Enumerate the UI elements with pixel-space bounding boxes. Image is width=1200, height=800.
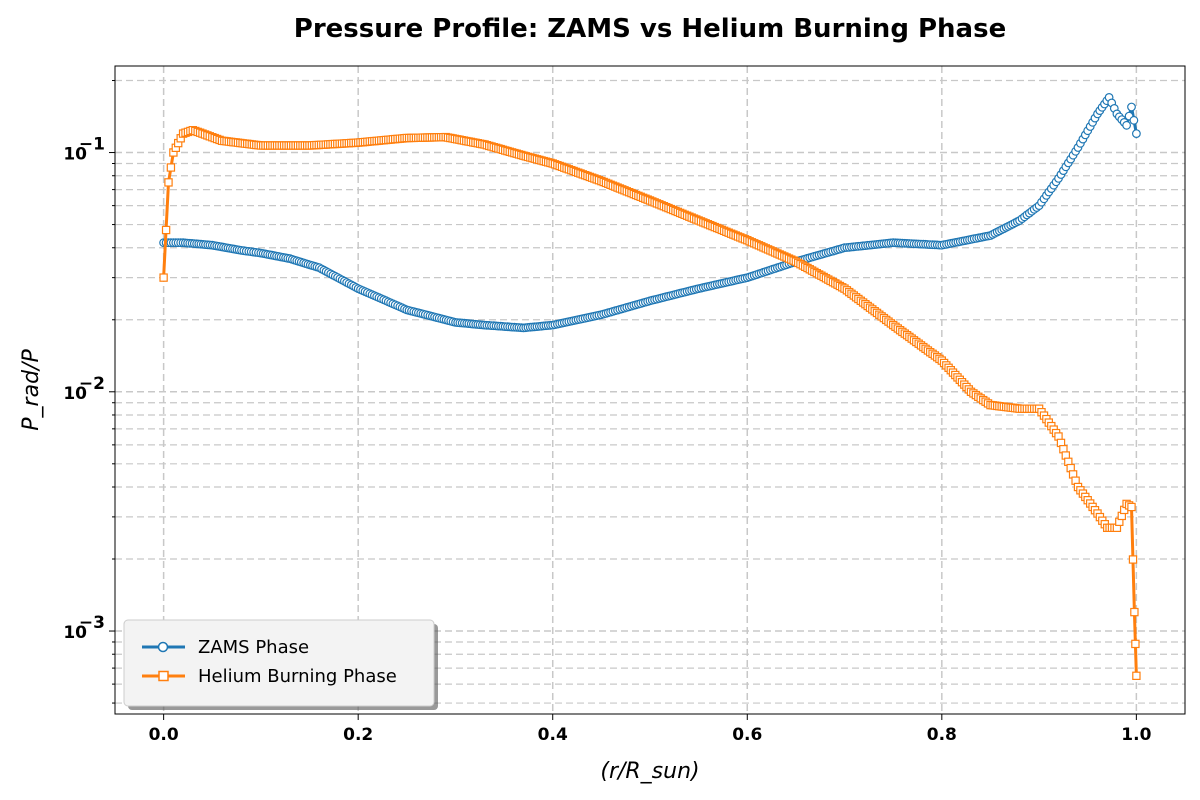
series-zams — [159, 92, 1141, 333]
data-point — [161, 225, 171, 235]
grid — [115, 66, 1185, 714]
legend-label: Helium Burning Phase — [198, 666, 397, 687]
legend-marker — [157, 641, 169, 653]
x-tick-label: 1.0 — [1121, 725, 1151, 745]
legend-box — [123, 619, 435, 707]
series-helium-burning — [159, 125, 1141, 681]
legend-marker — [158, 670, 169, 682]
data-point — [1122, 120, 1131, 130]
data-point — [164, 178, 173, 187]
data-point — [1128, 555, 1138, 564]
data-point — [1127, 502, 1136, 512]
legend-label: ZAMS Phase — [198, 637, 309, 658]
data-point — [1129, 115, 1139, 125]
series-group — [159, 92, 1141, 681]
chart-title: Pressure Profile: ZAMS vs Helium Burning… — [294, 14, 1006, 44]
series-line — [163, 94, 1138, 330]
data-point — [166, 163, 176, 172]
data-point — [1127, 102, 1136, 112]
x-tick-label: 0.0 — [149, 725, 179, 745]
x-tick-label: 0.8 — [927, 725, 957, 745]
axis-ticks: 0.0 0.2 0.4 0.6 0.8 1.010−310−210−1 — [63, 80, 1152, 745]
x-tick-label: 0.4 — [538, 725, 568, 745]
y-tick-exponent: −1 — [79, 135, 105, 155]
x-tick-label: 0.2 — [343, 725, 373, 745]
data-point — [159, 273, 168, 282]
plot-frame — [114, 65, 1186, 715]
x-tick-label: 0.6 — [732, 725, 762, 745]
data-point — [1131, 639, 1140, 649]
y-tick-label: 10 — [63, 384, 87, 404]
y-tick-label: 10 — [63, 623, 87, 643]
x-axis-label: (r/R_sun) — [600, 759, 699, 784]
y-axis-label: P_rad/P — [19, 349, 44, 431]
y-tick-label: 10 — [63, 145, 87, 165]
data-point — [1131, 129, 1141, 139]
y-tick-exponent: −3 — [79, 613, 105, 633]
y-tick-exponent: −2 — [79, 374, 105, 394]
data-point — [1130, 607, 1139, 617]
data-point — [1132, 671, 1141, 681]
legend: ZAMS Phase Helium Burning Phase — [123, 619, 438, 710]
